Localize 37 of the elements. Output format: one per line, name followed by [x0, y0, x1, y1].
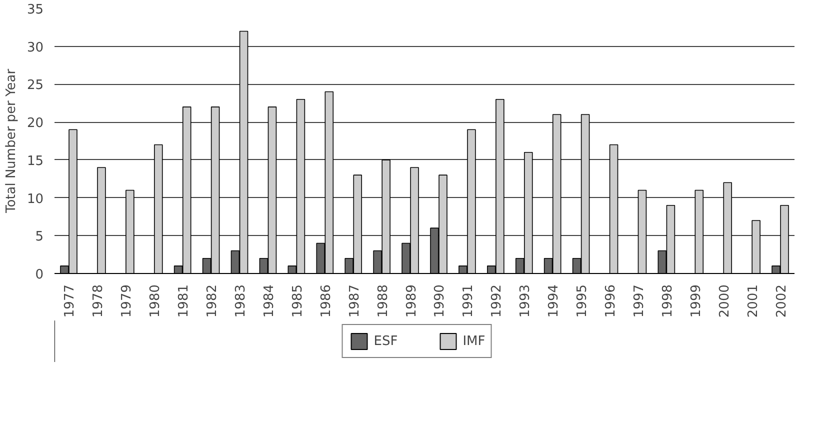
x-tick-label: 1989 [404, 284, 420, 318]
x-tick-label: 1994 [546, 284, 562, 318]
x-tick-label: 1998 [660, 284, 676, 318]
x-tick-label: 1978 [91, 284, 106, 318]
x-tick-label: 1993 [518, 284, 534, 318]
x-tick-label: 1987 [347, 284, 362, 318]
x-tick-label: 1984 [262, 284, 277, 318]
y-tick-label: 15 [26, 154, 44, 169]
y-tick-label: 35 [26, 2, 44, 18]
x-tick-label: 1991 [461, 284, 476, 318]
y-tick-label: 25 [26, 78, 44, 94]
x-tick-label: 1979 [120, 284, 135, 318]
x-tick-label: 1980 [148, 284, 164, 318]
x-tick-label: 2002 [774, 284, 790, 318]
x-tick-label: 2001 [746, 284, 761, 318]
x-tick-label: 1983 [234, 284, 248, 318]
legend-label: ESF [374, 334, 398, 348]
x-tick-label: 1977 [62, 284, 78, 318]
x-tick-label: 1986 [318, 284, 334, 318]
x-tick-label: 1982 [205, 284, 220, 318]
x-tick-label: 1981 [176, 284, 192, 318]
y-tick-label: 10 [26, 192, 44, 207]
x-tick-label: 1992 [490, 284, 505, 318]
y-tick-label: 30 [26, 40, 44, 56]
x-tick-label: 1997 [632, 284, 647, 318]
x-tick-label: 1988 [376, 284, 391, 318]
y-axis-title: Total Number per Year [4, 68, 19, 214]
y-tick-label: 0 [35, 268, 44, 282]
x-tick-label: 1999 [688, 284, 704, 318]
x-tick-label: 1985 [290, 284, 306, 318]
x-tick-label: 1995 [575, 284, 590, 318]
y-tick-label: 20 [26, 116, 44, 132]
x-tick-label: 2000 [717, 284, 732, 318]
x-tick-label: 1990 [432, 284, 448, 318]
y-tick-label: 5 [35, 230, 44, 245]
x-tick-label: 1996 [604, 284, 618, 318]
legend-label: IMF [462, 334, 486, 348]
